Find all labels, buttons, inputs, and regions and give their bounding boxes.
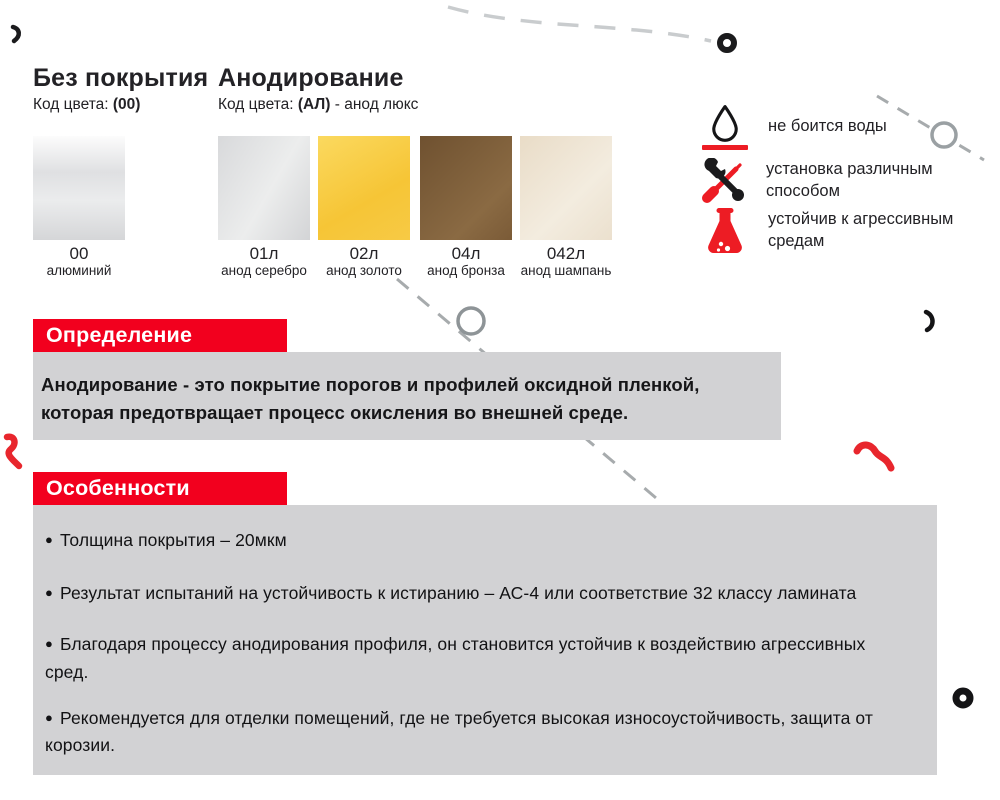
swatch-aluminium	[33, 136, 125, 240]
bullet-text: Благодаря процессу анодирования профиля,…	[45, 633, 866, 682]
flask-icon	[708, 208, 742, 253]
tools-icon	[702, 158, 744, 203]
water-drop-icon-box	[700, 104, 750, 150]
swatch-code: 04л	[451, 244, 481, 263]
bullet-marker: ●	[45, 709, 53, 725]
water-drop-icon	[712, 105, 738, 142]
bullet-item: ● Результат испытаний на устойчивость к и…	[45, 578, 911, 609]
feature-installation: установка различным способом	[698, 158, 976, 204]
swatch-name: анод серебро	[221, 263, 307, 278]
swatch-anod-bronze	[420, 136, 512, 240]
swatch-code: 01л	[249, 244, 279, 263]
anodizing-title: Анодирование	[218, 64, 404, 92]
code-suffix: - анод люкс	[334, 96, 419, 113]
swatch-anod-champagne	[520, 136, 612, 240]
bullet-marker: ●	[45, 584, 53, 600]
code-label: Код цвета:	[33, 96, 109, 113]
bullet-text: Рекомендуется для отделки помещений, где…	[45, 707, 873, 755]
feature-waterproof: не боится воды	[700, 104, 978, 150]
bullet-marker: ●	[45, 635, 53, 651]
swatch-code: 042л	[546, 244, 586, 263]
feature-chemical-resistant: устойчив к агрессивным средам	[700, 206, 978, 256]
features-list-box: ● Толщина покрытия – 20мкм ● Результат исп…	[33, 505, 937, 775]
red-underline	[702, 145, 748, 150]
feature-text: не боится воды	[768, 116, 887, 135]
flask-icon-box	[700, 206, 750, 256]
swatch-code: 02л	[349, 244, 379, 263]
tools-icon-box	[698, 158, 748, 204]
code-value: (АЛ)	[297, 96, 331, 113]
definition-heading-banner: Определение	[33, 319, 287, 352]
swatch-name: анод шампань	[520, 263, 612, 278]
bullet-item: ● Толщина покрытия – 20мкм	[45, 528, 911, 553]
swatch-name: алюминий	[46, 263, 112, 278]
code-value: (00)	[112, 96, 141, 113]
bullet-text: Толщина покрытия – 20мкм	[59, 530, 287, 550]
bullet-text: Результат испытаний на устойчивость к ис…	[59, 582, 857, 603]
swatch-code: 00	[69, 244, 89, 263]
no-coating-title: Без покрытия	[33, 64, 209, 92]
feature-text: устойчив к агрессивным средам	[768, 210, 954, 250]
bullet-marker: ●	[45, 532, 53, 547]
swatch-anod-gold	[318, 136, 410, 240]
feature-text: установка различным способом	[766, 160, 933, 200]
swatch-name: анод золото	[326, 263, 402, 278]
definition-text-box: Анодирование - это покрытие порогов и пр…	[33, 352, 781, 440]
features-heading-banner: Особенности	[33, 472, 287, 505]
anodizing-code: Код цвета: (АЛ) - анод люкс	[218, 96, 418, 114]
code-label: Код цвета:	[218, 96, 294, 113]
swatch-anod-silver	[218, 136, 310, 240]
bullet-item: ● Благодаря процессу анодирования профиля…	[45, 630, 895, 686]
no-coating-code: Код цвета: (00)	[33, 96, 140, 114]
bullet-item: ● Рекомендуется для отделки помещений, гд…	[45, 705, 911, 759]
swatch-name: анод бронза	[427, 263, 505, 278]
